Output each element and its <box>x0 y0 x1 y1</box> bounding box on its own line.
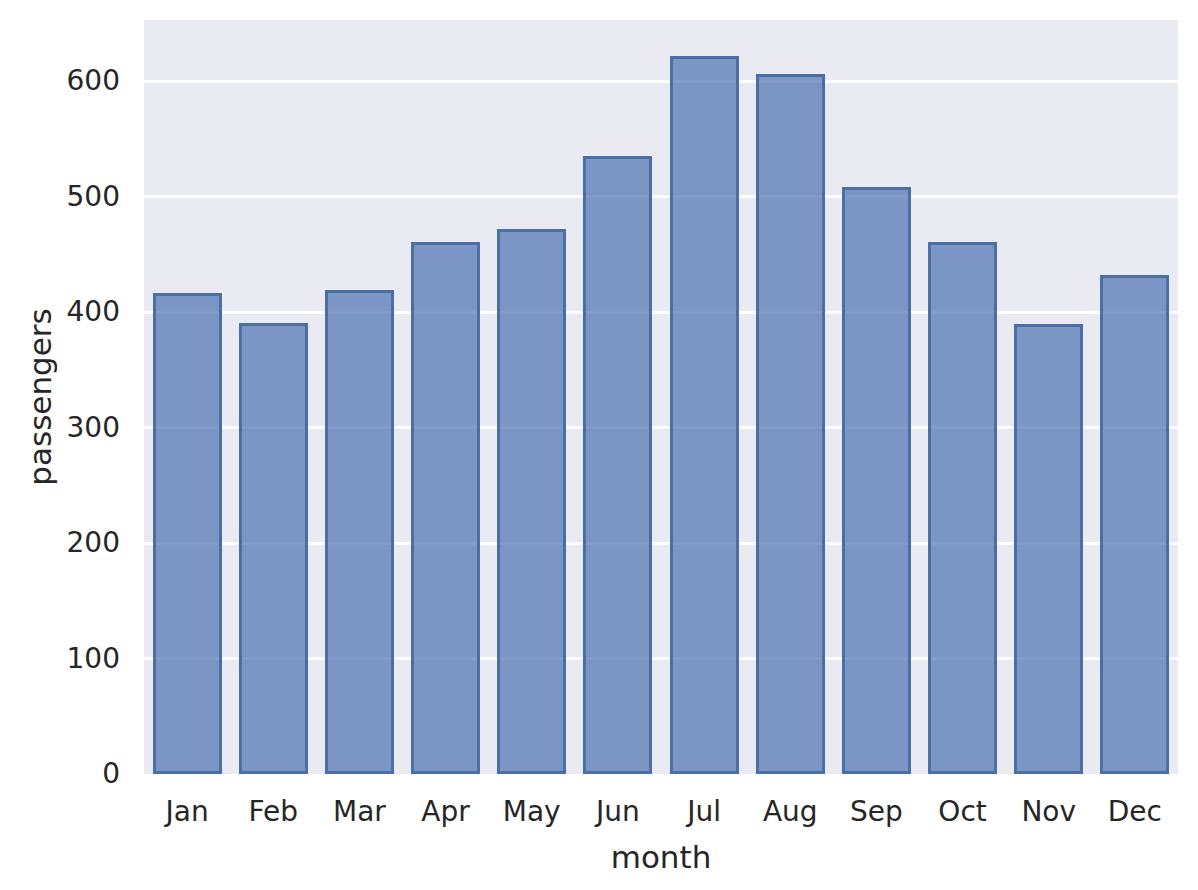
bar-oct <box>928 242 997 774</box>
y-axis-label: passengers <box>22 308 58 485</box>
bar-mar <box>325 290 394 774</box>
y-tick-label-0: 0 <box>0 757 120 791</box>
bar-dec <box>1100 275 1169 774</box>
x-tick-label-apr: Apr <box>403 795 489 829</box>
bar-aug <box>756 74 825 774</box>
bar-nov <box>1014 324 1083 774</box>
y-tick-label-500: 500 <box>0 180 120 214</box>
y-tick-label-100: 100 <box>0 642 120 676</box>
x-tick-label-jun: Jun <box>575 795 661 829</box>
y-tick-label-400: 400 <box>0 295 120 329</box>
x-tick-label-mar: Mar <box>316 795 402 829</box>
x-tick-label-sep: Sep <box>833 795 919 829</box>
figure: passengers month 0 100 200 300 400 500 600 JanF… <box>0 0 1198 890</box>
y-tick-label-600: 600 <box>0 64 120 98</box>
bar-apr <box>411 242 480 774</box>
gridline-600 <box>144 80 1178 83</box>
x-tick-label-dec: Dec <box>1092 795 1178 829</box>
bar-feb <box>239 323 308 774</box>
gridline-400 <box>144 311 1178 314</box>
x-tick-label-feb: Feb <box>230 795 316 829</box>
bar-jan <box>153 293 222 774</box>
bar-may <box>497 229 566 774</box>
bar-sep <box>842 187 911 774</box>
x-tick-label-may: May <box>489 795 575 829</box>
y-tick-label-300: 300 <box>0 411 120 445</box>
gridline-500 <box>144 195 1178 198</box>
plot-area <box>144 20 1178 774</box>
x-tick-label-oct: Oct <box>920 795 1006 829</box>
bar-jul <box>670 56 739 774</box>
x-tick-label-aug: Aug <box>747 795 833 829</box>
x-tick-label-nov: Nov <box>1006 795 1092 829</box>
x-axis-label: month <box>611 839 712 875</box>
x-tick-label-jul: Jul <box>661 795 747 829</box>
bar-jun <box>583 156 652 774</box>
x-tick-label-jan: Jan <box>144 795 230 829</box>
y-tick-label-200: 200 <box>0 526 120 560</box>
